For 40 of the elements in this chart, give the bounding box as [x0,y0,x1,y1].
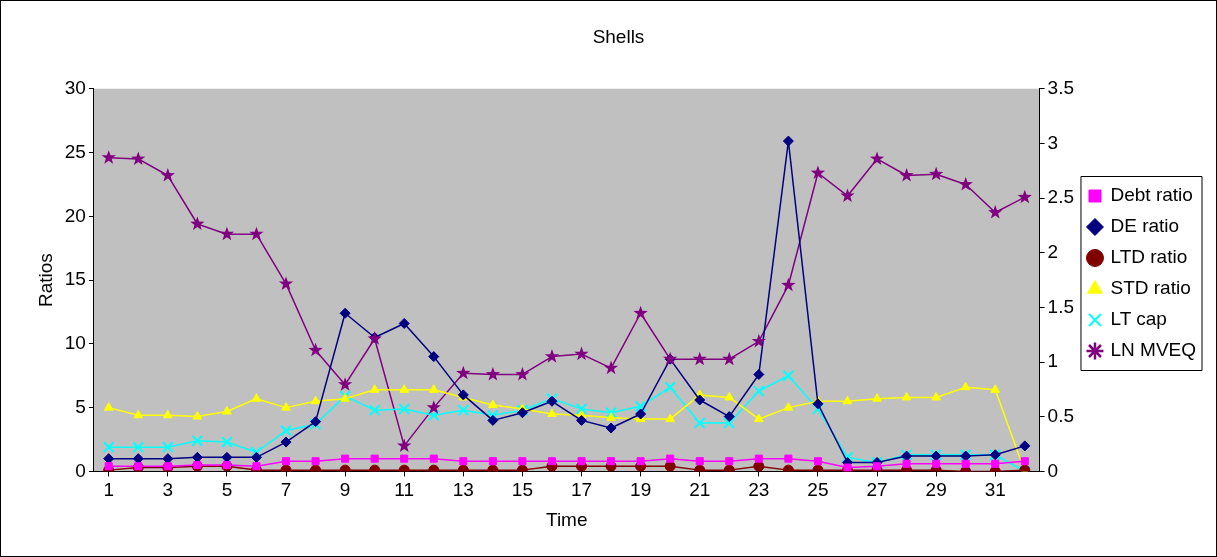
y-tick-label: 25 [64,140,86,162]
legend-label: LN MVEQ [1110,339,1197,361]
x-tick-label: 7 [280,479,292,501]
x-tick-label: 15 [511,479,533,501]
legend-label: LTD ratio [1110,246,1188,268]
y-axis-title: Ratios [34,253,56,308]
legend-label: DE ratio [1110,215,1180,237]
y-tick-label: 15 [64,268,86,290]
legend-label: LT cap [1110,308,1167,330]
y-tick-label: 30 [64,77,86,99]
x-tick-label: 9 [339,479,351,501]
x-tick-label: 27 [866,479,888,501]
y2-tick-label: 3 [1047,131,1059,153]
x-tick-label: 31 [984,479,1006,501]
x-tick-label: 13 [452,479,474,501]
chart-title: Shells [592,25,645,47]
x-tick-label: 3 [162,479,174,501]
x-tick-label: 17 [570,479,593,501]
legend-label: Debt ratio [1110,184,1193,206]
x-tick-label: 29 [925,479,947,501]
x-tick-label: 5 [221,479,233,501]
x-axis-title: Time [545,508,588,530]
legend-label: STD ratio [1110,277,1191,299]
x-tick-label: 23 [748,479,770,501]
y2-tick-label: 2 [1047,241,1059,263]
y2-tick-label: 1.5 [1047,295,1074,317]
x-tick-label: 11 [394,479,415,501]
x-tick-label: 1 [103,479,114,501]
y2-tick-label: 3.5 [1047,77,1074,99]
y-tick-label: 0 [75,459,86,481]
y-tick-label: 10 [64,332,86,354]
y2-tick-label: 0 [1047,459,1059,481]
x-tick-label: 25 [807,479,829,501]
y2-tick-label: 2.5 [1047,186,1074,208]
y2-tick-label: 0.5 [1047,404,1074,426]
x-tick-label: 19 [630,479,652,501]
x-tick-label: 21 [689,479,711,501]
y-tick-label: 20 [64,204,86,226]
y-tick-label: 5 [75,395,86,417]
y2-tick-label: 1 [1047,350,1059,372]
